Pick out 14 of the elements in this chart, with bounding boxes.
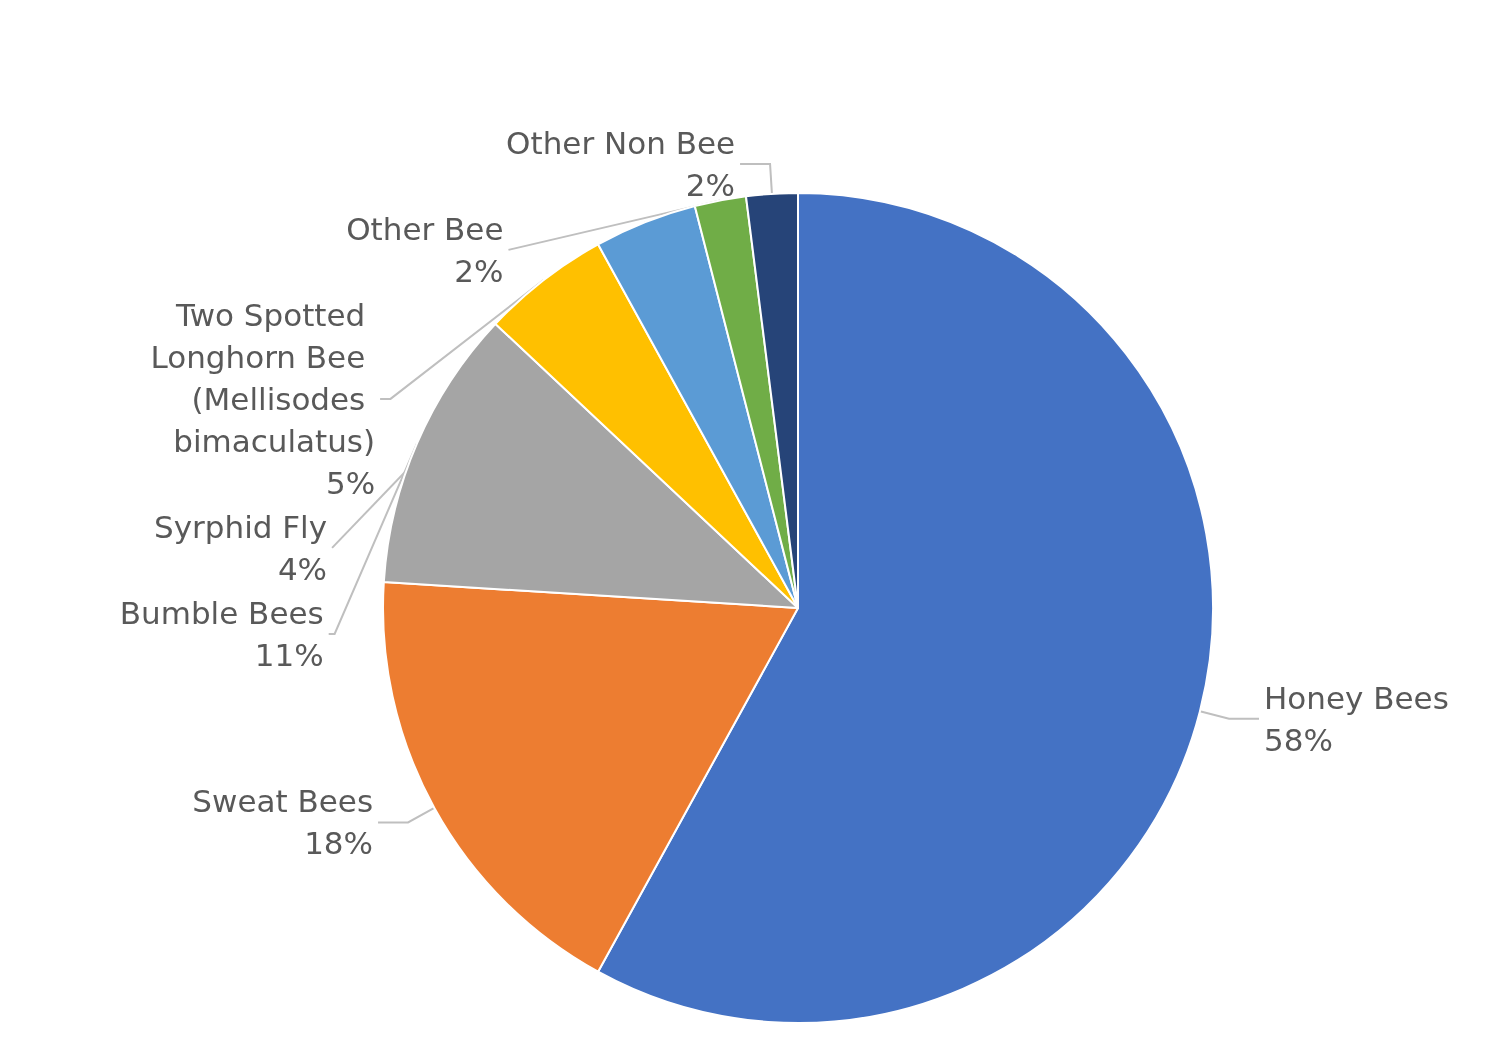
slice-label: Honey Bees <box>1264 679 1449 716</box>
slice-label: Two Spotted Longhorn Bee (Mellisodes bimaculatus) <box>150 296 376 459</box>
slice-label: Sweat Bees <box>192 783 374 820</box>
data-label: 4% <box>277 550 328 587</box>
data-label: 11% <box>254 636 324 673</box>
data-label: 2% <box>685 166 736 203</box>
slice-label: Other Non Bee <box>506 124 736 161</box>
slice-label: Syrphid Fly <box>154 508 328 545</box>
data-label: 58% <box>1264 721 1333 758</box>
slice-label: Other Bee <box>346 210 504 247</box>
slice-label: Bumble Bees <box>119 594 324 631</box>
data-label: 18% <box>304 825 374 862</box>
data-label: 2% <box>454 252 504 289</box>
data-label: 5% <box>325 464 376 501</box>
